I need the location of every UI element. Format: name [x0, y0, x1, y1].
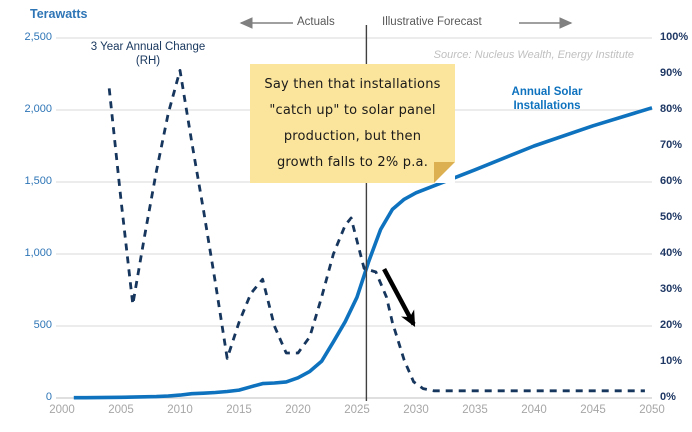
sticky-note-text-line: production, but then: [283, 129, 422, 144]
sticky-note: Say then that installations "catch up" t…: [250, 64, 455, 183]
annual-change-line: [107, 69, 645, 393]
note-fold-corner-icon: [434, 162, 455, 183]
installations-line: [73, 106, 653, 400]
sticky-note-text-line: growth falls to 2% p.a.: [276, 155, 429, 170]
sticky-note-text-line: "catch up" to solar panel: [269, 103, 436, 118]
annotation-arrow: [382, 268, 416, 328]
sticky-note-text-line: Say then that installations: [264, 77, 441, 92]
